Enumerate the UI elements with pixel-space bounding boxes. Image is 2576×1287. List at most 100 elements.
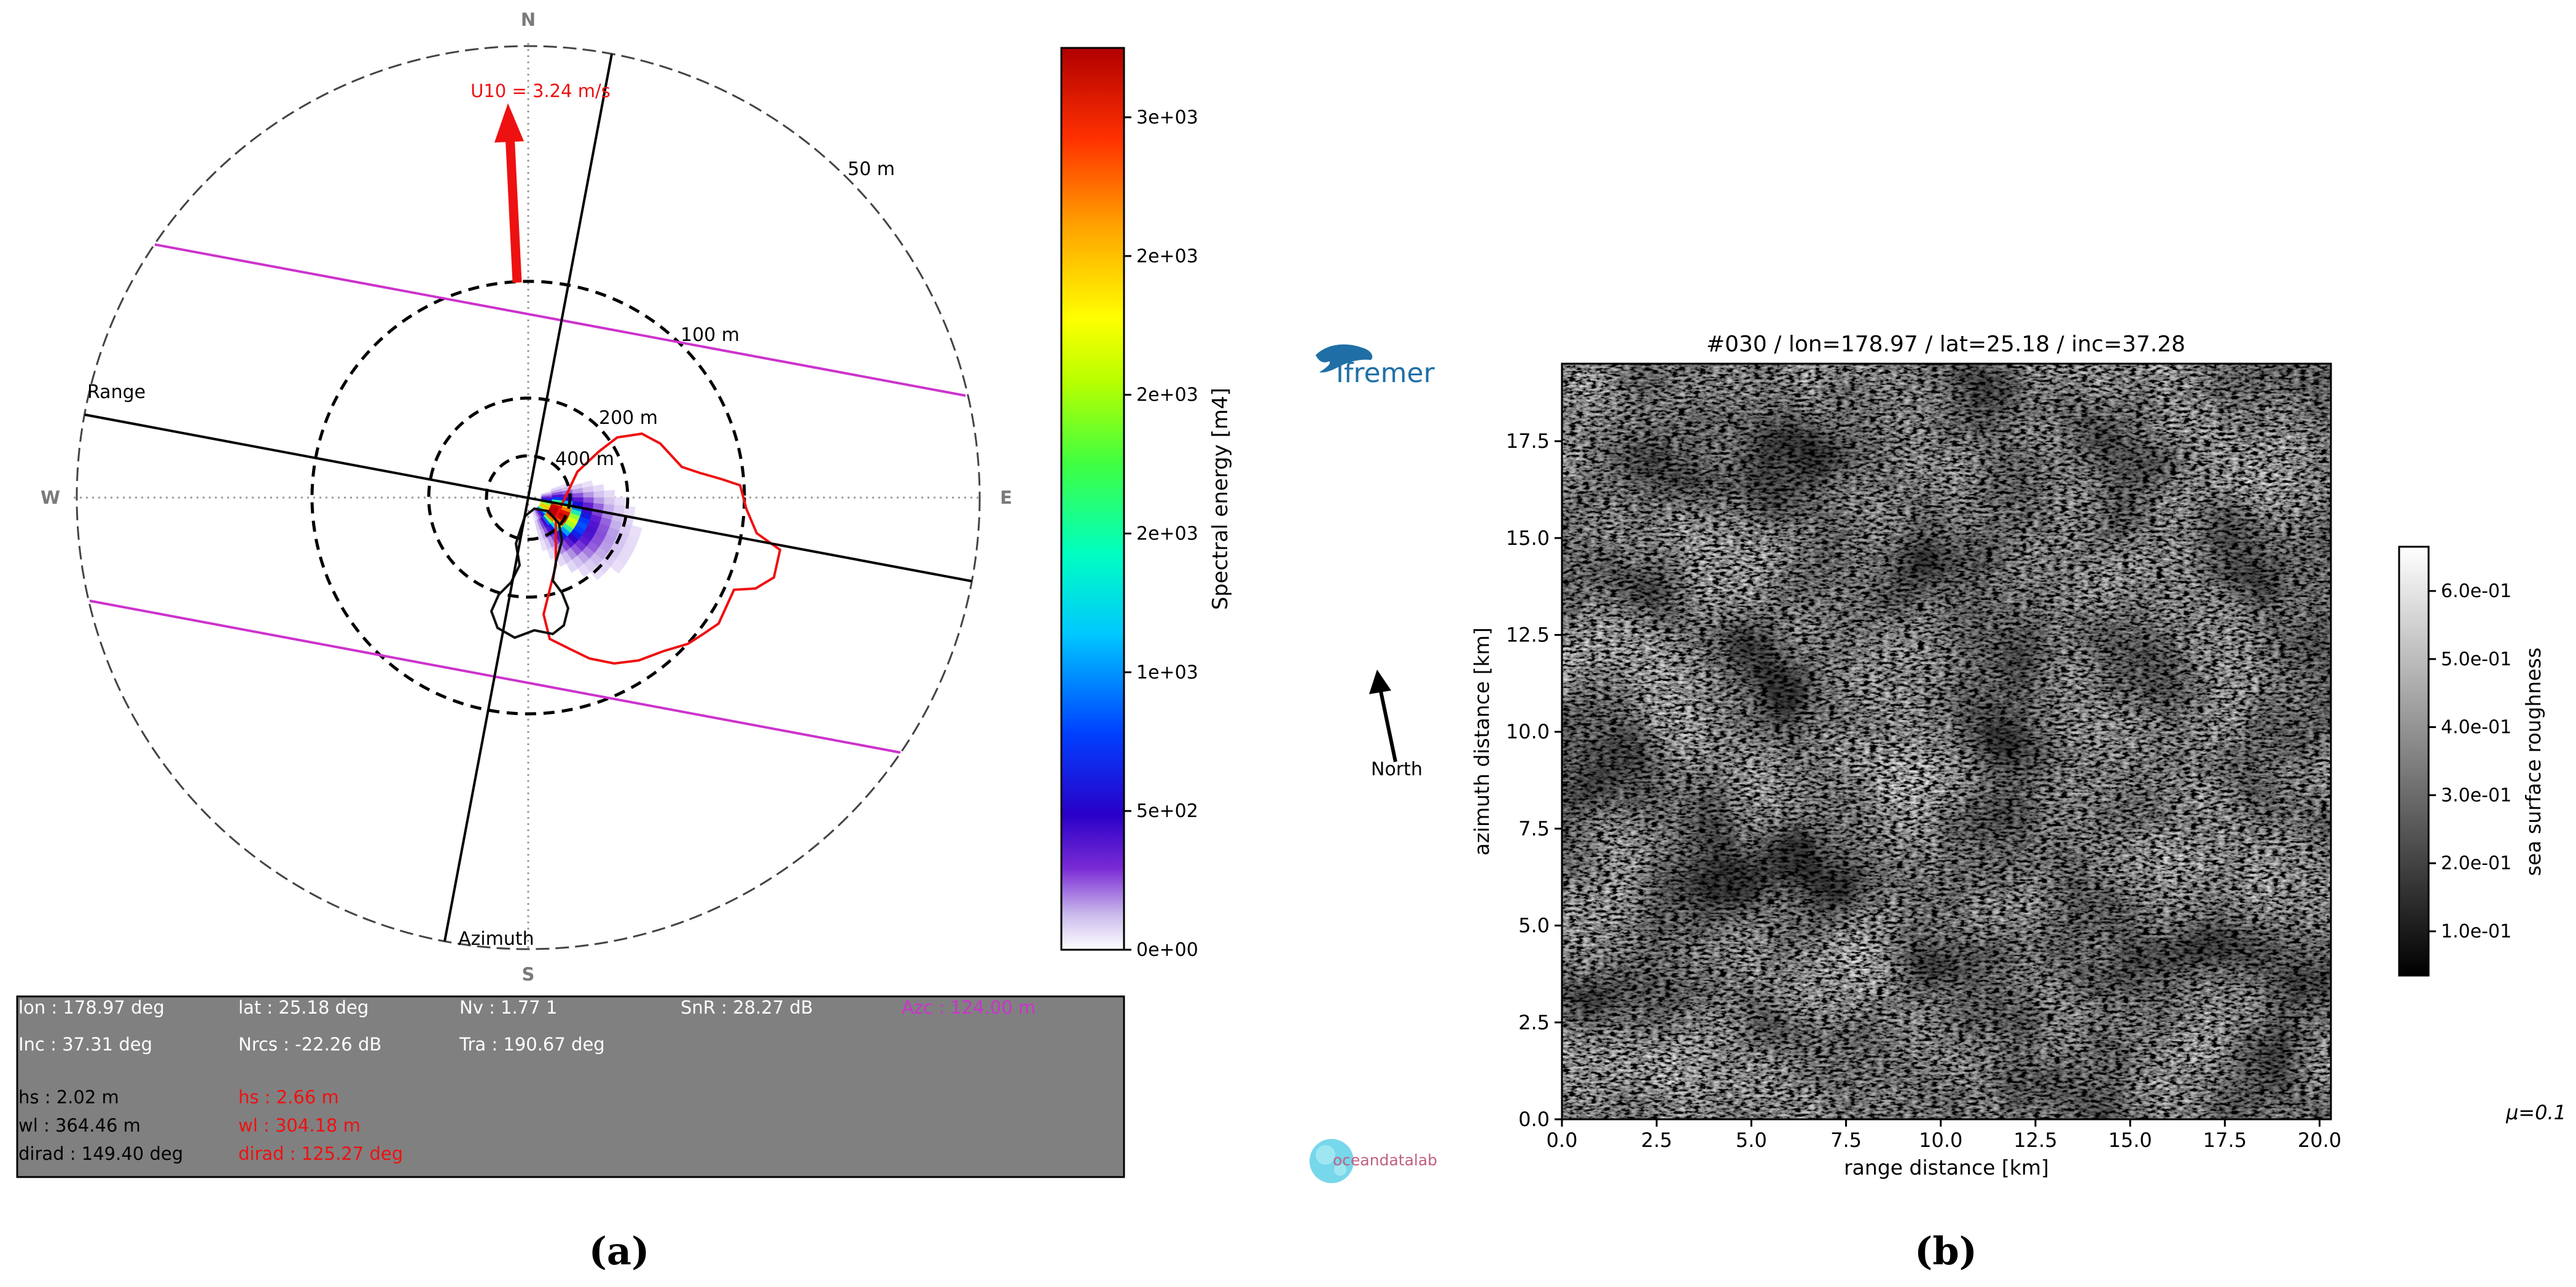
spectrum-cell <box>610 558 625 574</box>
spectrum-cell <box>566 560 579 573</box>
caption-a: (a) <box>589 1229 650 1273</box>
spectrum-cell <box>590 566 605 581</box>
azimuth-label: Azimuth <box>458 928 534 950</box>
partition-contour-red <box>542 432 782 665</box>
colorbar-b-tick-label: 6.0e-01 <box>2441 581 2512 602</box>
spectrum-cell <box>547 547 556 560</box>
range-label: Range <box>87 381 146 403</box>
spectrum-cell <box>604 497 615 506</box>
info-box: lon : 178.97 deg lat : 25.18 deg Nv : 1.… <box>16 995 1125 1178</box>
colorbar-b-tick-label: 1.0e-01 <box>2441 921 2512 942</box>
info-hs-right: hs : 2.66 m <box>238 1087 339 1108</box>
colorbar-a-label: Spectral energy [m4] <box>1208 388 1233 610</box>
sar-xlabel: range distance [km] <box>1844 1156 2049 1179</box>
colorbar-a-tick-label: 1e+03 <box>1136 662 1198 683</box>
colorbar-b-label: sea surface roughness <box>2521 647 2545 876</box>
ifremer-wordmark: Ifremer <box>1336 358 1435 389</box>
oceandatalab-wordmark: oceandatalab <box>1333 1151 1437 1169</box>
compass-west: W <box>41 487 60 508</box>
spectrum-cell <box>539 539 548 552</box>
sar-xtick-label: 7.5 <box>1830 1129 1862 1152</box>
sar-ytick-label: 10.0 <box>1506 720 1550 743</box>
sar-ytick-label: 12.5 <box>1506 624 1550 647</box>
spectrum-cell <box>614 497 626 507</box>
info-azc: Azc : 124.00 m <box>902 997 1036 1018</box>
sar-ytick-label: 7.5 <box>1518 817 1550 840</box>
sar-frame <box>1561 362 2332 1121</box>
spectrum-cell <box>593 484 604 492</box>
colorbar-b-tick-label: 3.0e-01 <box>2441 784 2512 806</box>
colorbar-b-gradient <box>2398 546 2430 977</box>
sar-image-plot: #030 / lon=178.97 / lat=25.18 / inc=37.2… <box>1470 332 2341 1179</box>
wind-arrow <box>494 103 524 283</box>
colorbar-a-tick-label: 2e+03 <box>1136 523 1198 544</box>
compass-north: N <box>521 9 536 30</box>
colorbar-b-tick-label: 4.0e-01 <box>2441 717 2512 738</box>
sar-title: #030 / lon=178.97 / lat=25.18 / inc=37.2… <box>1706 332 2185 357</box>
colorbar-a-tick-label: 3e+03 <box>1136 107 1198 128</box>
info-tra: Tra : 190.67 deg <box>459 1034 605 1055</box>
mu-label: μ=0.1 <box>2505 1101 2566 1124</box>
sar-xtick-label: 0.0 <box>1547 1129 1578 1152</box>
colorbar-b-tick-label: 5.0e-01 <box>2441 649 2512 670</box>
info-dirad-left: dirad : 149.40 deg <box>18 1143 183 1164</box>
cutoff-line-upper <box>154 243 966 397</box>
colorbar-a-tick-label: 0e+00 <box>1136 939 1198 961</box>
sar-ytick-label: 15.0 <box>1506 526 1550 550</box>
spectrum-cell <box>593 490 605 498</box>
caption-b: (b) <box>1914 1229 1977 1273</box>
colorbar-b-tick-label: 2.0e-01 <box>2441 853 2512 874</box>
ring-400m <box>485 454 572 541</box>
spectrum-energy <box>531 480 642 581</box>
spectrum-cell <box>593 497 605 505</box>
compass-east: E <box>1000 487 1012 508</box>
info-wl-right: wl : 304.18 m <box>238 1115 361 1136</box>
info-hs-left: hs : 2.02 m <box>18 1087 119 1108</box>
ring-50m <box>76 45 981 950</box>
info-lat: lat : 25.18 deg <box>238 997 369 1018</box>
sar-ytick-label: 17.5 <box>1506 429 1550 453</box>
sar-xtick-label: 20.0 <box>2298 1129 2341 1152</box>
sar-xtick-label: 12.5 <box>2013 1129 2057 1152</box>
colorbar-a-tick-label: 5e+02 <box>1136 800 1198 822</box>
colorbar-spectral-energy: 0e+00 5e+02 1e+03 2e+03 2e+03 2e+03 3e+03 Spec… <box>1060 47 1233 961</box>
spectrum-cell <box>572 492 584 498</box>
info-snr: SnR : 28.27 dB <box>681 997 813 1018</box>
sar-ytick-label: 0.0 <box>1518 1108 1550 1131</box>
compass-south: S <box>522 964 535 985</box>
info-dirad-right: dirad : 125.27 deg <box>238 1143 403 1164</box>
ring-200m <box>427 396 630 599</box>
spectrum-cell <box>604 490 615 498</box>
partition-contour-black <box>490 507 570 640</box>
polar-spectrum-plot: U10 = 3.24 m/s N S E W 50 m 100 m 200 m … <box>41 9 1012 985</box>
north-label: North <box>1371 759 1423 780</box>
sar-ytick-label: 5.0 <box>1518 914 1550 937</box>
colorbar-a-gradient <box>1060 47 1125 951</box>
sar-ytick-label: 2.5 <box>1518 1011 1550 1034</box>
colorbar-a-tick-label: 2e+03 <box>1136 385 1198 406</box>
oceandatalab-logo: oceandatalab <box>1309 1139 1437 1183</box>
info-nv: Nv : 1.77 1 <box>459 997 557 1018</box>
info-lon: lon : 178.97 deg <box>18 997 165 1018</box>
sar-ylabel: azimuth distance [km] <box>1470 627 1494 855</box>
ring-label-400m: 400 m <box>555 448 614 470</box>
azimuth-axis <box>443 53 613 942</box>
sar-xtick-label: 5.0 <box>1736 1129 1767 1152</box>
info-inc: Inc : 37.31 deg <box>18 1034 152 1055</box>
sar-xtick-label: 10.0 <box>1919 1129 1962 1152</box>
ifremer-logo: Ifremer <box>1316 344 1435 389</box>
sar-image <box>1562 364 2331 1119</box>
sar-xtick-label: 17.5 <box>2203 1129 2247 1152</box>
info-wl-left: wl : 364.46 m <box>18 1115 141 1136</box>
north-arrow: North <box>1369 670 1423 780</box>
ring-label-50m: 50 m <box>848 158 895 180</box>
wind-label: U10 = 3.24 m/s <box>470 80 611 101</box>
colorbar-a-tick-label: 2e+03 <box>1136 246 1198 267</box>
ring-label-100m: 100 m <box>681 324 740 346</box>
sar-xtick-label: 2.5 <box>1641 1129 1672 1152</box>
sar-xtick-label: 15.0 <box>2108 1129 2152 1152</box>
spectrum-cell <box>583 491 595 498</box>
colorbar-roughness: 1.0e-01 2.0e-01 3.0e-01 4.0e-01 5.0e-01 6.0e-… <box>2398 546 2545 977</box>
spectrum-cell <box>577 563 591 577</box>
